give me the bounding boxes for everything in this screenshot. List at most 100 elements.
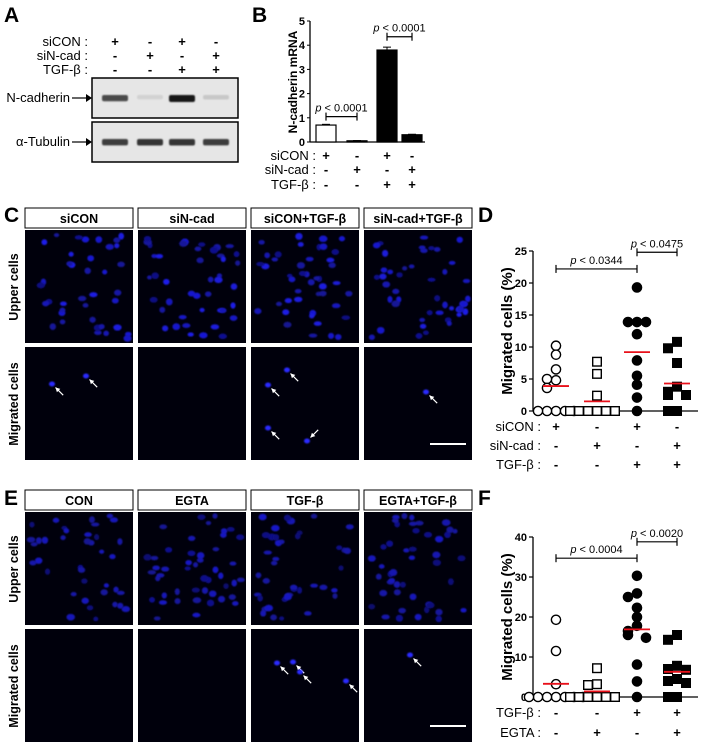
- cell-nucleus: [399, 581, 406, 588]
- y-tick-label: 0: [299, 137, 305, 149]
- plus-sign: +: [633, 457, 641, 472]
- cell-nucleus: [102, 269, 108, 275]
- cell-nucleus: [143, 553, 152, 561]
- cell-nucleus: [319, 290, 327, 297]
- panel-label-c: C: [4, 204, 19, 227]
- cell-nucleus: [313, 321, 322, 326]
- cell-nucleus: [223, 583, 229, 589]
- cell-nucleus: [460, 608, 467, 613]
- y-tick-label: 3: [299, 64, 305, 76]
- cell-nucleus: [380, 544, 387, 550]
- arrow-head-icon: [55, 387, 61, 393]
- cell-nucleus: [258, 513, 267, 521]
- panel-label-a: A: [4, 4, 19, 27]
- minus-sign: -: [554, 457, 558, 472]
- cell-nucleus: [456, 236, 463, 243]
- cell-nucleus: [84, 267, 91, 275]
- cell-nucleus: [460, 301, 469, 307]
- cell-nucleus: [89, 516, 95, 524]
- cell-nucleus: [191, 587, 200, 593]
- data-point: [631, 328, 643, 340]
- plus-sign: +: [178, 62, 186, 77]
- cell-nucleus: [81, 236, 90, 243]
- cell-nucleus: [217, 595, 226, 603]
- cell-nucleus: [336, 545, 343, 551]
- data-point: [592, 406, 603, 417]
- column-header-label: siCON+TGF-β: [264, 212, 347, 226]
- minus-sign: -: [385, 162, 389, 177]
- condition-label: siN-cad :: [37, 48, 88, 63]
- data-point: [672, 630, 683, 641]
- cell-nucleus: [193, 562, 199, 568]
- minus-sign: -: [595, 705, 599, 720]
- cell-nucleus: [293, 296, 303, 303]
- cell-nucleus: [165, 547, 173, 553]
- data-point: [592, 663, 603, 674]
- p-value-label: p < 0.0004: [569, 544, 622, 556]
- cell-nucleus: [457, 555, 466, 562]
- minus-sign: -: [324, 177, 328, 192]
- column-header-label: EGTA: [175, 494, 209, 508]
- arrow-head-icon: [429, 395, 435, 401]
- arrow-head-icon: [86, 94, 92, 102]
- p-symbol: p: [569, 255, 576, 267]
- data-point: [631, 379, 643, 391]
- microscopy-migrated-cells: [364, 629, 472, 742]
- data-point: [672, 381, 683, 392]
- cell-nucleus: [59, 319, 66, 325]
- cell-nucleus: [423, 531, 433, 538]
- cell-nucleus: [341, 315, 351, 320]
- cell-nucleus: [147, 275, 153, 280]
- cell-nucleus: [272, 534, 280, 541]
- cell-nucleus: [233, 251, 240, 258]
- cell-nucleus: [258, 240, 265, 245]
- p-value-label: p < 0.0344: [569, 255, 622, 267]
- cell-nucleus: [179, 240, 188, 247]
- y-axis-label: Migrated cells (%): [499, 553, 516, 681]
- cell-nucleus: [201, 587, 209, 594]
- cell-nucleus: [279, 539, 285, 544]
- minus-sign: -: [113, 48, 117, 63]
- migrated-cell-nucleus: [297, 669, 303, 675]
- cell-nucleus: [283, 593, 292, 601]
- cell-nucleus: [199, 332, 208, 339]
- cell-nucleus: [345, 290, 353, 297]
- row-label: Migrated cells: [7, 362, 21, 445]
- cell-nucleus: [35, 537, 42, 545]
- y-tick-label: 0: [521, 406, 527, 418]
- column-header-label: EGTA+TGF-β: [379, 494, 457, 508]
- cell-nucleus: [123, 335, 132, 342]
- cell-nucleus: [272, 556, 280, 562]
- cell-nucleus: [111, 297, 119, 304]
- cell-nucleus: [192, 597, 202, 604]
- migrated-cell-nucleus: [304, 438, 310, 444]
- minus-sign: -: [148, 62, 152, 77]
- cell-nucleus: [408, 546, 417, 552]
- y-tick-label: 25: [515, 246, 527, 258]
- data-point: [550, 374, 562, 386]
- arrow-head-icon: [413, 658, 419, 664]
- cell-nucleus: [282, 309, 290, 316]
- arrow-head-icon: [310, 432, 316, 438]
- minus-sign: -: [355, 148, 359, 163]
- cell-nucleus: [465, 295, 471, 303]
- data-point: [672, 336, 683, 347]
- condition-label: TGF-β :: [496, 705, 541, 720]
- cell-nucleus: [419, 235, 429, 240]
- cell-nucleus: [74, 235, 83, 240]
- cell-nucleus: [391, 518, 399, 523]
- plus-sign: +: [383, 177, 391, 192]
- data-point: [583, 680, 594, 691]
- y-tick-label: 2: [299, 89, 305, 101]
- plus-sign: +: [593, 438, 601, 453]
- cell-nucleus: [290, 584, 298, 590]
- cell-nucleus: [298, 270, 307, 277]
- cell-nucleus: [42, 300, 50, 307]
- cell-nucleus: [392, 288, 400, 295]
- cell-nucleus: [91, 522, 100, 527]
- cell-nucleus: [113, 237, 121, 243]
- cell-nucleus: [328, 262, 336, 269]
- data-point: [541, 373, 553, 385]
- cell-nucleus: [378, 564, 385, 569]
- microscopy-migrated-cells: [251, 629, 359, 742]
